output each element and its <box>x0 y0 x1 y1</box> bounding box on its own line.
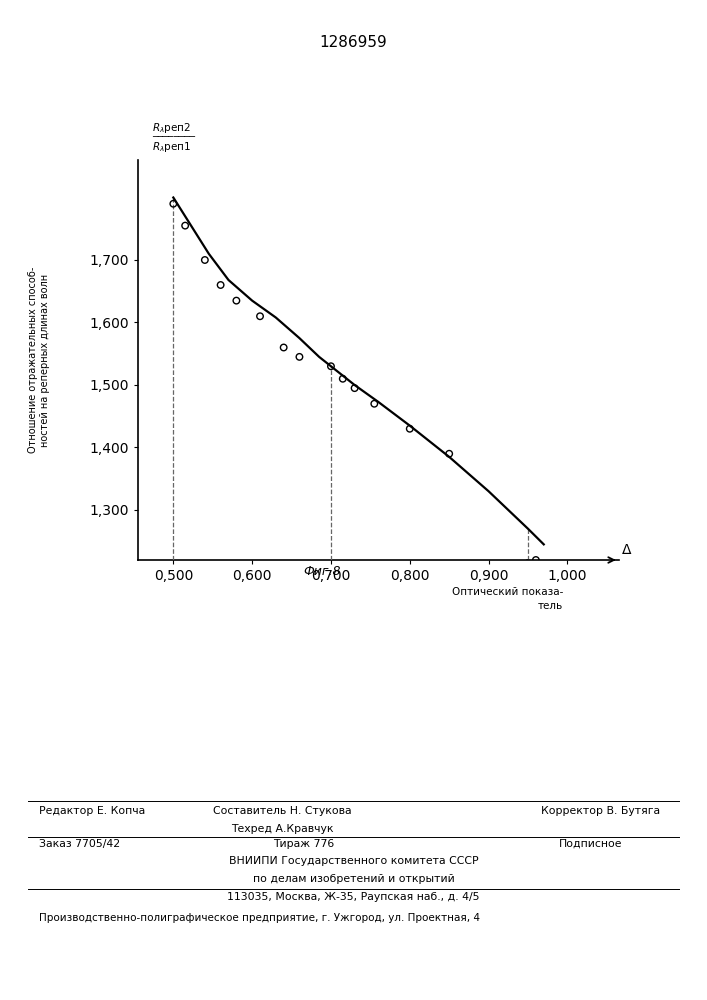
Text: Оптический показа-: Оптический показа- <box>452 587 563 597</box>
Point <box>530 552 542 568</box>
Text: Заказ 7705/42: Заказ 7705/42 <box>39 839 120 849</box>
Point <box>368 396 380 412</box>
Text: $\Delta$: $\Delta$ <box>621 543 632 557</box>
Text: Производственно-полиграфическое предприятие, г. Ужгород, ул. Проектная, 4: Производственно-полиграфическое предприя… <box>39 913 480 923</box>
Point <box>199 252 211 268</box>
Point <box>230 293 242 309</box>
Point <box>255 308 266 324</box>
Point <box>349 380 361 396</box>
Text: ВНИИПИ Государственного комитета СССР: ВНИИПИ Государственного комитета СССР <box>228 856 479 866</box>
Text: Составитель Н. Стукова: Составитель Н. Стукова <box>214 806 352 816</box>
Point <box>522 555 534 571</box>
Text: Подписное: Подписное <box>559 839 622 849</box>
Point <box>180 218 191 234</box>
Text: ────────: ──────── <box>152 133 195 142</box>
Text: 1286959: 1286959 <box>320 35 387 50</box>
Text: по делам изобретений и открытий: по делам изобретений и открытий <box>252 874 455 884</box>
Point <box>404 421 416 437</box>
Point <box>215 277 226 293</box>
Point <box>278 339 289 355</box>
Text: Тираж 776: Тираж 776 <box>274 839 334 849</box>
Point <box>294 349 305 365</box>
Point <box>325 358 337 374</box>
Text: Редактор Е. Копча: Редактор Е. Копча <box>39 806 145 816</box>
Point <box>337 371 349 387</box>
Text: Корректор В. Бутяга: Корректор В. Бутяга <box>542 806 660 816</box>
Point <box>168 196 179 212</box>
Text: $R_{\lambda}$реп1: $R_{\lambda}$реп1 <box>152 140 191 154</box>
Text: Фиг.8: Фиг.8 <box>303 565 341 578</box>
Text: Отношение отражательных способ-
ностей на реперных длинах волн: Отношение отражательных способ- ностей н… <box>28 267 49 453</box>
Text: 113035, Москва, Ж-35, Раупская наб., д. 4/5: 113035, Москва, Ж-35, Раупская наб., д. … <box>227 892 480 902</box>
Text: $R_{\lambda}$реп2: $R_{\lambda}$реп2 <box>152 121 191 135</box>
Text: Техред А.Кравчук: Техред А.Кравчук <box>232 824 334 834</box>
Text: тель: тель <box>538 601 563 611</box>
Point <box>443 446 455 462</box>
